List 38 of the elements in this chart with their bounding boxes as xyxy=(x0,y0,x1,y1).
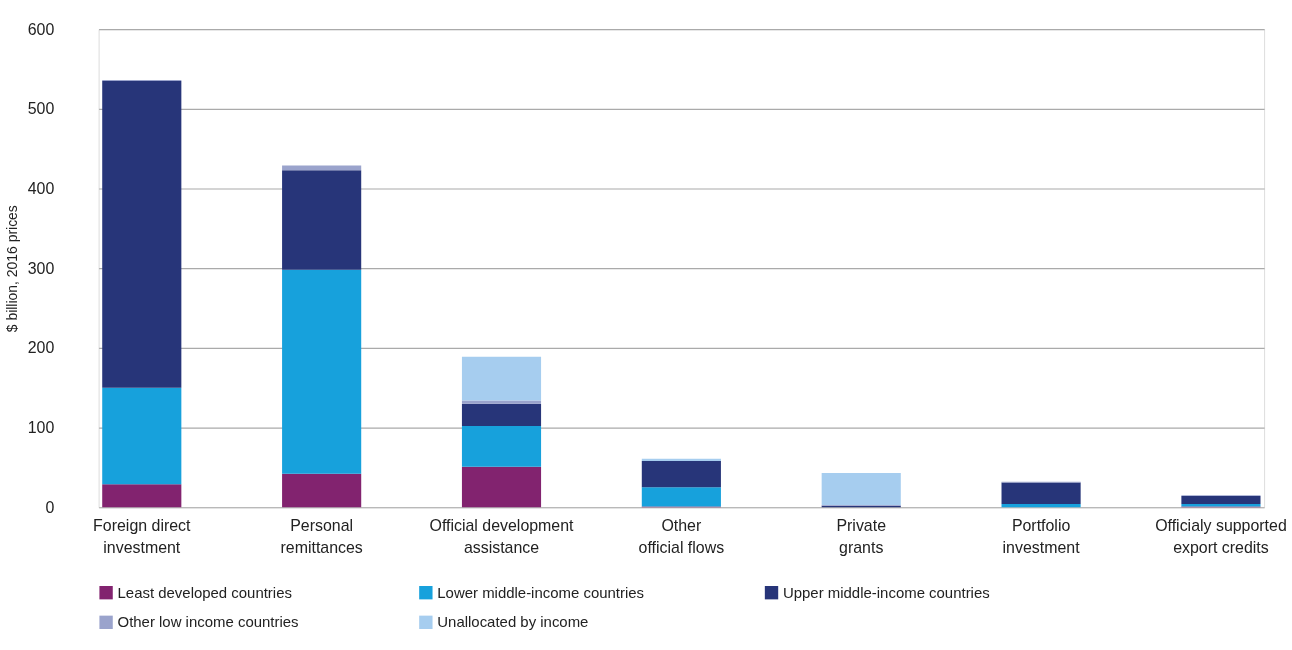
bar xyxy=(461,403,542,426)
y-tick-label: 100 xyxy=(27,419,55,437)
y-tick-label: 0 xyxy=(45,498,55,516)
bar xyxy=(641,461,721,488)
bar xyxy=(282,165,362,171)
bar xyxy=(102,484,182,508)
bar xyxy=(461,400,542,404)
bar xyxy=(461,425,542,467)
bar xyxy=(102,80,182,388)
y-tick-label: 200 xyxy=(27,339,55,357)
y-tick-label: 400 xyxy=(27,179,55,197)
bar xyxy=(102,387,182,485)
y-axis-title: $ billion, 2016 prices xyxy=(3,205,20,333)
y-tick-label: 600 xyxy=(27,20,55,38)
bar xyxy=(461,466,542,508)
legend-label: Lower middle-income countries xyxy=(437,583,645,601)
bar xyxy=(282,170,362,270)
y-tick-label: 500 xyxy=(27,100,55,118)
legend-label: Least developed countries xyxy=(117,583,292,601)
x-tick-label: Officialy supported export credits xyxy=(1155,516,1287,556)
x-tick-label: Private grants xyxy=(836,516,887,556)
bar xyxy=(821,473,901,505)
bar xyxy=(1181,496,1261,505)
legend-label: Other low income countries xyxy=(117,613,299,631)
bar xyxy=(282,269,362,474)
x-tick-label: Portfolio investment xyxy=(1002,516,1081,556)
bar xyxy=(1001,482,1081,505)
legend-label: Unallocated by income xyxy=(437,613,589,631)
bar xyxy=(1001,504,1081,508)
bar xyxy=(461,356,542,401)
y-tick-label: 300 xyxy=(27,259,55,277)
bar xyxy=(641,487,721,507)
x-tick-label: Other official flows xyxy=(638,516,725,556)
legend-label: Upper middle-income countries xyxy=(782,583,990,601)
x-tick-label: Official development assistance xyxy=(429,516,575,556)
x-tick-label: Foreign direct investment xyxy=(93,516,192,556)
x-tick-label: Personal remittances xyxy=(280,516,363,556)
bar xyxy=(282,473,362,508)
